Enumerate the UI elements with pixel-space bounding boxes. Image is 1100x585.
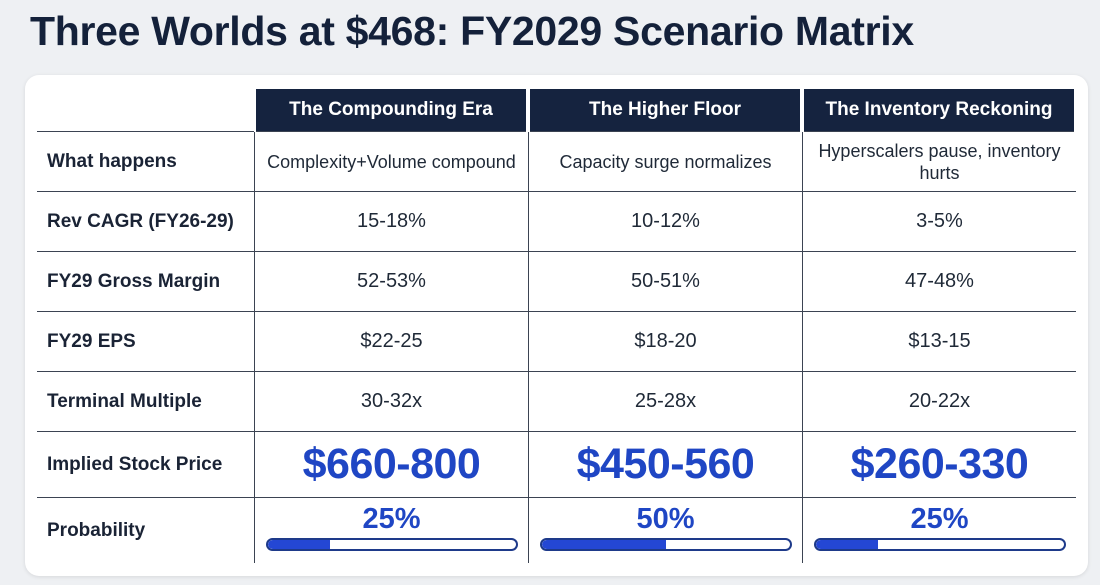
probability-bar-fill [815, 540, 878, 549]
probability-value: 50% [636, 503, 695, 535]
row-label-rev-cagr: Rev CAGR (FY26-29) [37, 192, 254, 252]
probability-bar-fill [541, 540, 666, 549]
rev-cagr-value: 15-18% [254, 192, 528, 252]
probability-cell: 25% [802, 498, 1076, 563]
gross-margin-value: 50-51% [528, 252, 802, 312]
row-label-what-happens: What happens [37, 132, 254, 192]
row-label-terminal-multiple: Terminal Multiple [37, 372, 254, 432]
probability-bar-track [265, 538, 518, 551]
row-label-implied-price: Implied Stock Price [37, 432, 254, 498]
probability-cell: 50% [528, 498, 802, 563]
what-happens-value: Hyperscalers pause, inventory hurts [802, 132, 1076, 192]
scenario-header-3: The Inventory Reckoning [804, 89, 1074, 132]
eps-value: $22-25 [254, 312, 528, 372]
what-happens-value: Capacity surge normalizes [528, 132, 802, 192]
rev-cagr-value: 10-12% [528, 192, 802, 252]
probability-cell: 25% [254, 498, 528, 563]
probability-bar-track [539, 538, 792, 551]
scenario-header-2: The Higher Floor [530, 89, 800, 132]
what-happens-value: Complexity+Volume compound [254, 132, 528, 192]
implied-price-value: $450-560 [528, 432, 802, 498]
implied-price-value: $260-330 [802, 432, 1076, 498]
probability-bar-fill [267, 540, 330, 549]
row-label-probability: Probability [47, 519, 146, 541]
gross-margin-value: 47-48% [802, 252, 1076, 312]
terminal-multiple-value: 30-32x [254, 372, 528, 432]
terminal-multiple-value: 20-22x [802, 372, 1076, 432]
scenario-header-1: The Compounding Era [256, 89, 526, 132]
eps-value: $13-15 [802, 312, 1076, 372]
matrix-card [25, 75, 1088, 576]
row-label-gross-margin: FY29 Gross Margin [37, 252, 254, 312]
header-corner-cell [37, 89, 254, 132]
probability-bar-track [813, 538, 1066, 551]
probability-value: 25% [362, 503, 421, 535]
page-title: Three Worlds at $468: FY2029 Scenario Ma… [30, 8, 914, 54]
probability-value: 25% [910, 503, 969, 535]
implied-price-value: $660-800 [254, 432, 528, 498]
terminal-multiple-value: 25-28x [528, 372, 802, 432]
scenario-matrix: The Compounding Era The Higher Floor The I… [37, 89, 1076, 563]
row-label-eps: FY29 EPS [37, 312, 254, 372]
gross-margin-value: 52-53% [254, 252, 528, 312]
eps-value: $18-20 [528, 312, 802, 372]
rev-cagr-value: 3-5% [802, 192, 1076, 252]
